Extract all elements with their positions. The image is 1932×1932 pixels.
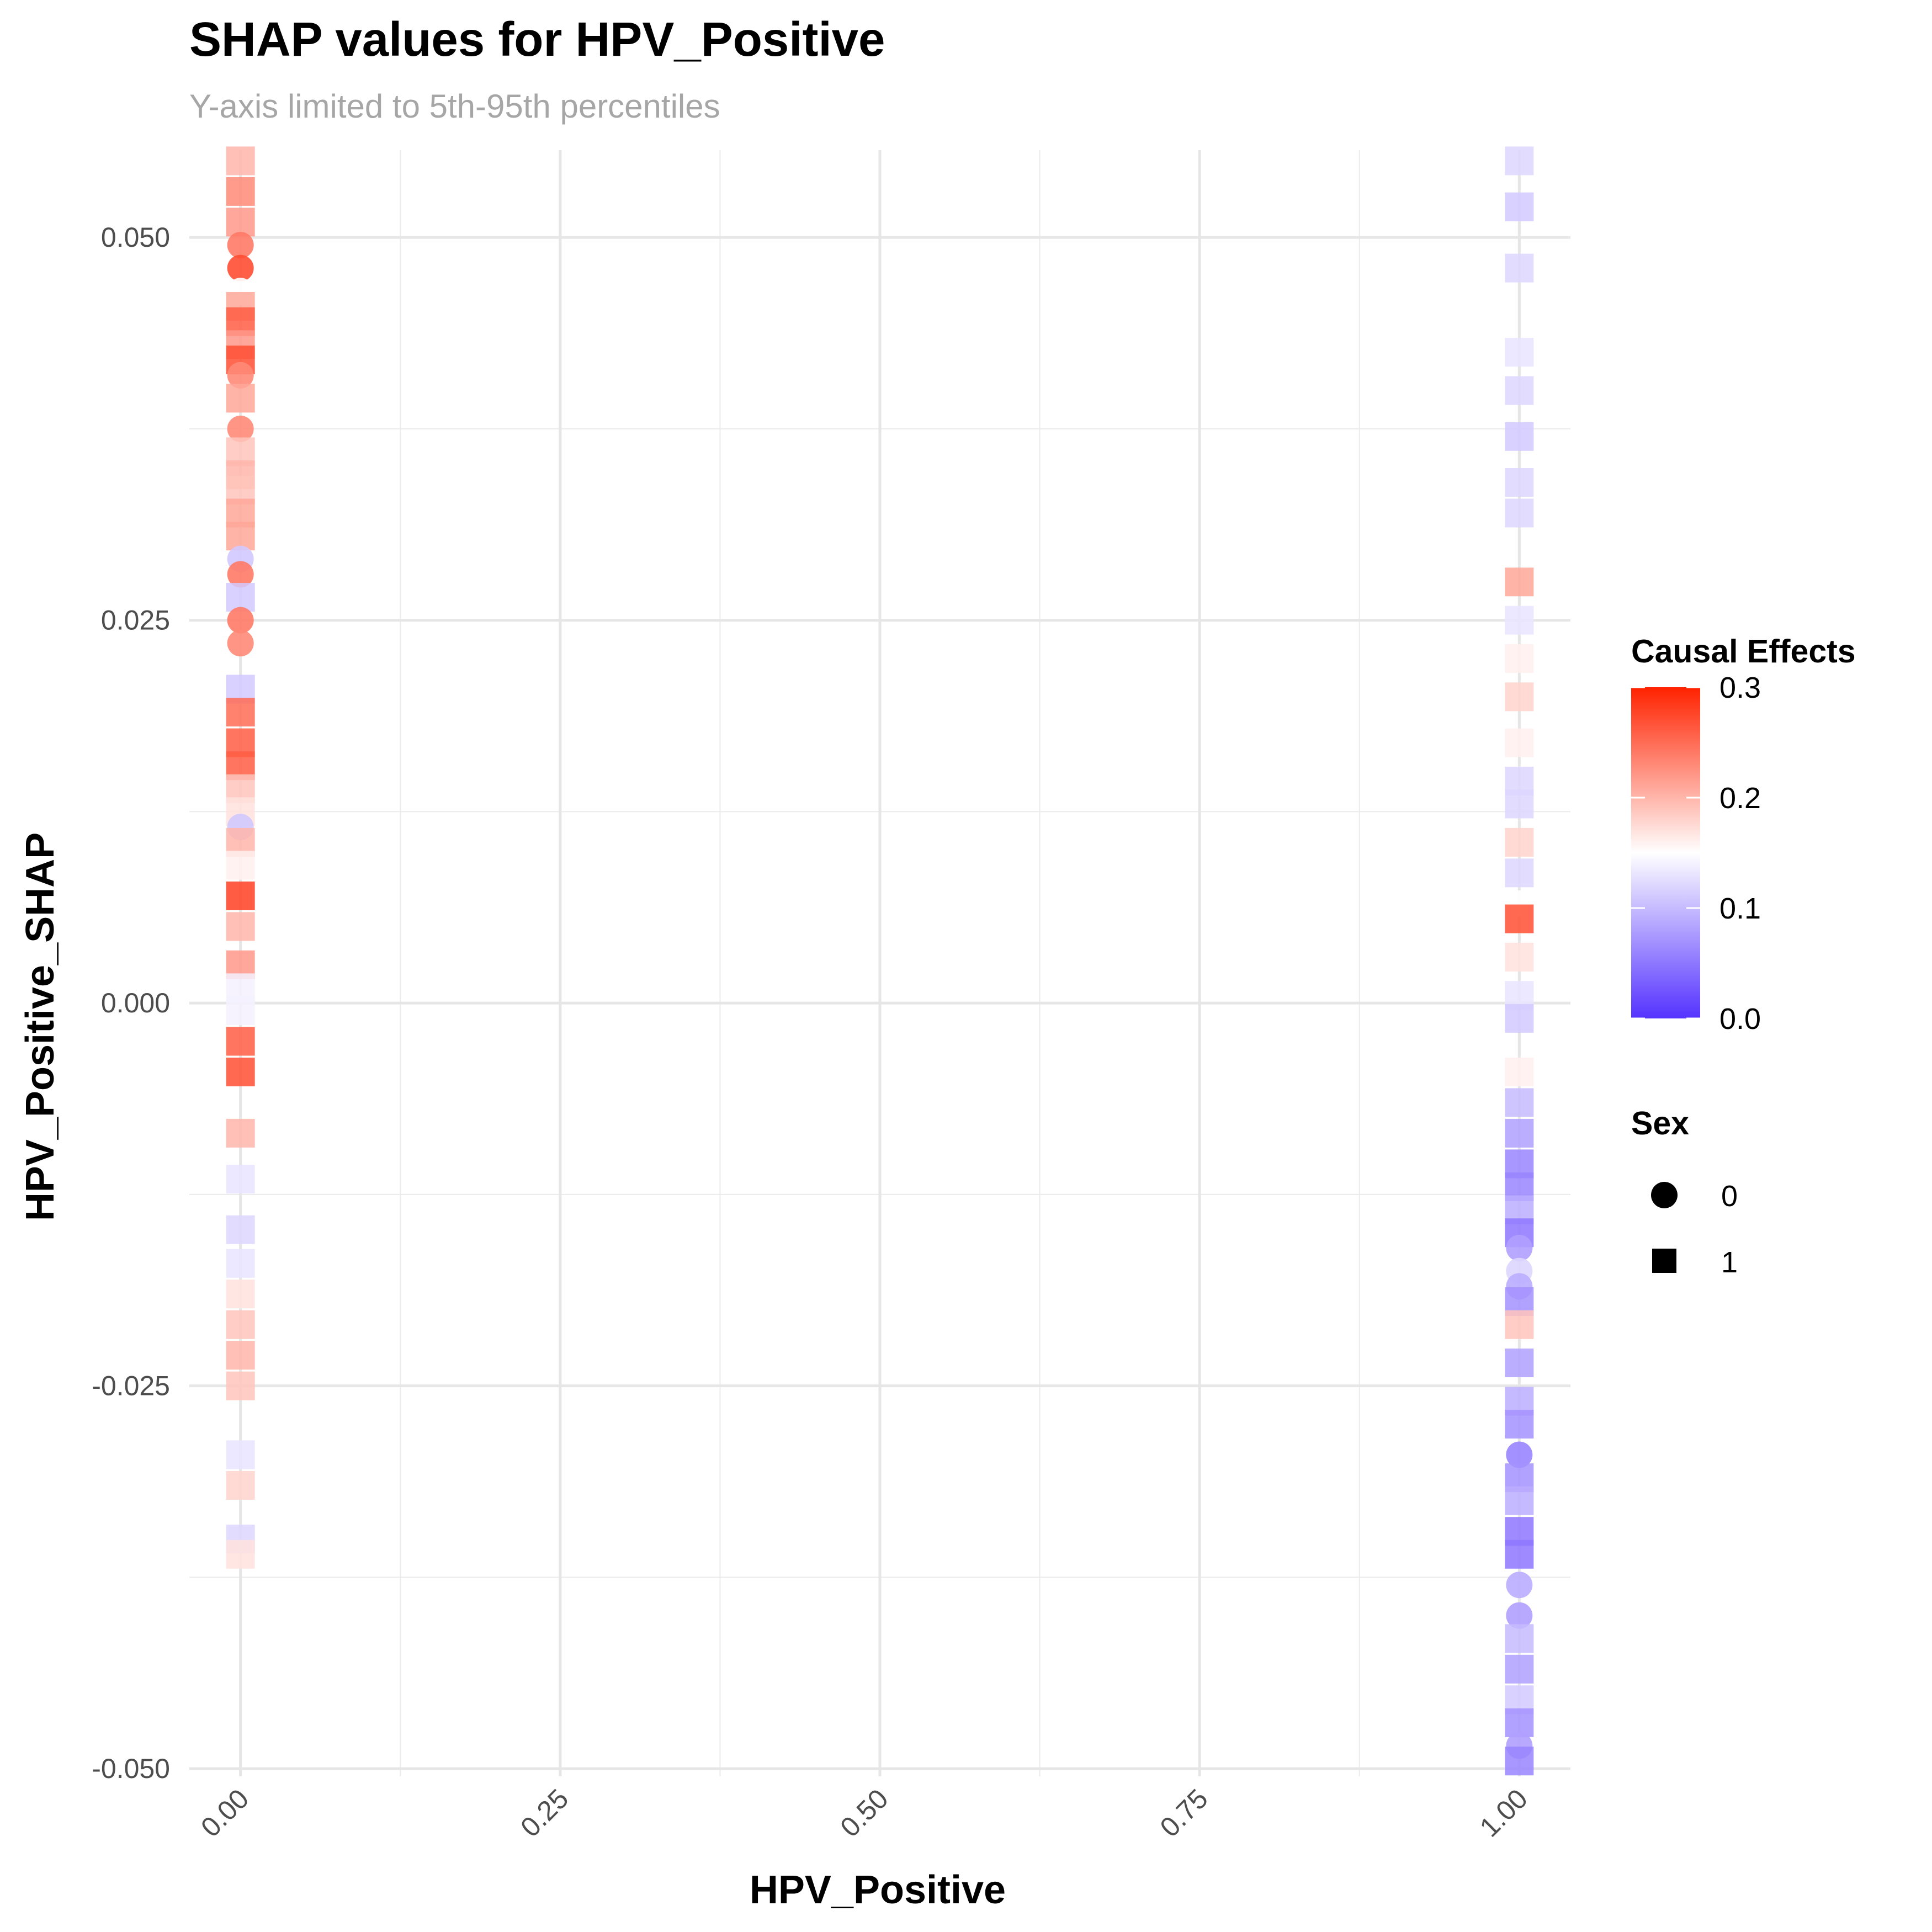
x-tick-label: 0.00 — [195, 1783, 254, 1843]
x-tick-label: 1.00 — [1474, 1783, 1533, 1843]
data-point-square — [226, 522, 255, 551]
data-point-square — [1505, 1088, 1534, 1117]
y-axis-title: HPV_Positive_SHAP — [18, 832, 62, 1221]
data-point-circle — [227, 607, 254, 634]
data-point-square — [1505, 606, 1534, 635]
data-point-square — [1505, 827, 1534, 857]
data-point-square — [226, 1027, 255, 1056]
data-point-square — [1505, 192, 1534, 221]
x-tick-label: 0.50 — [834, 1783, 894, 1843]
data-point-circle — [1506, 1572, 1533, 1599]
data-point-square — [226, 146, 255, 176]
data-point-square — [1505, 376, 1534, 405]
data-point-square — [1505, 942, 1534, 972]
data-point-square — [1505, 1004, 1534, 1033]
data-point-square — [1505, 422, 1534, 451]
y-tick-label: -0.025 — [92, 1371, 170, 1402]
shape-legend-title: Sex — [1631, 1105, 1689, 1142]
data-point-square — [1505, 468, 1534, 497]
data-point-square — [226, 1118, 255, 1148]
data-point-square — [226, 1341, 255, 1370]
data-point-square — [226, 1280, 255, 1309]
colorbar-tick-label: 0.2 — [1719, 782, 1761, 815]
color-legend: Causal Effects 0.0 0.1 0.2 0.3 — [1631, 633, 1856, 1036]
data-point-square — [226, 851, 255, 880]
data-point-square — [1505, 1057, 1534, 1086]
data-point-square — [226, 881, 255, 910]
y-tick-label: 0.000 — [101, 988, 170, 1018]
data-point-square — [226, 1471, 255, 1500]
data-point-square — [1505, 1747, 1534, 1776]
data-point-square — [1505, 789, 1534, 819]
x-tick-label: 0.25 — [514, 1783, 574, 1843]
data-point-square — [1505, 567, 1534, 597]
legend-circle-symbol — [1651, 1182, 1678, 1208]
data-point-square — [226, 1057, 255, 1086]
data-point-square — [1505, 904, 1534, 933]
y-tick-label: -0.050 — [92, 1753, 170, 1784]
data-point-square — [226, 1165, 255, 1194]
color-legend-title: Causal Effects — [1631, 633, 1856, 670]
data-point-square — [226, 1440, 255, 1469]
data-point-square — [226, 912, 255, 941]
data-point-circle — [227, 630, 254, 657]
grid-layer — [189, 150, 1570, 1776]
data-point-square — [226, 1540, 255, 1569]
data-point-square — [226, 583, 255, 612]
colorbar-tick-label: 0.1 — [1719, 892, 1761, 925]
color-legend-bar — [1631, 687, 1700, 1018]
data-point-square — [1505, 644, 1534, 673]
x-axis-title: HPV_Positive — [750, 1868, 1006, 1912]
data-point-square — [1505, 1540, 1534, 1569]
chart-title: SHAP values for HPV_Positive — [189, 13, 885, 66]
shape-legend: Sex 0 1 — [1631, 1105, 1738, 1279]
data-point-circle — [227, 231, 254, 258]
data-point-square — [1505, 728, 1534, 757]
data-point-square — [226, 996, 255, 1025]
colorbar-tick-label: 0.3 — [1719, 671, 1761, 704]
data-point-square — [226, 384, 255, 413]
legend-label-sex-0: 0 — [1721, 1180, 1738, 1213]
y-tick-label: 0.025 — [101, 605, 170, 636]
data-point-square — [226, 177, 255, 206]
data-point-square — [1505, 498, 1534, 528]
data-point-square — [1505, 1409, 1534, 1439]
data-point-square — [1505, 253, 1534, 283]
chart-subtitle: Y-axis limited to 5th-95th percentiles — [189, 88, 720, 125]
legend-square-symbol — [1652, 1249, 1676, 1273]
data-point-square — [1505, 1654, 1534, 1684]
data-point-square — [226, 1371, 255, 1400]
data-point-square — [1505, 146, 1534, 176]
data-point-square — [226, 698, 255, 727]
data-point-square — [1505, 1708, 1534, 1737]
data-point-square — [1505, 1486, 1534, 1515]
data-point-circle — [1506, 1441, 1533, 1468]
data-point-square — [226, 1215, 255, 1244]
colorbar-tick-label: 0.0 — [1719, 1002, 1761, 1036]
data-point-square — [1505, 1118, 1534, 1148]
data-point-square — [226, 1249, 255, 1278]
y-tick-label: 0.050 — [101, 222, 170, 253]
color-legend-ticks: 0.0 0.1 0.2 0.3 — [1631, 671, 1761, 1036]
data-point-square — [1505, 1310, 1534, 1339]
data-point-square — [226, 208, 255, 237]
data-point-circle — [227, 254, 254, 282]
data-point-square — [1505, 858, 1534, 888]
data-point-circle — [227, 362, 254, 389]
data-point-circle — [1506, 1234, 1533, 1261]
legend-label-sex-1: 1 — [1721, 1246, 1738, 1279]
data-point-circle — [227, 561, 254, 588]
points-layer — [226, 146, 1534, 1776]
data-point-circle — [227, 415, 254, 442]
data-point-square — [1505, 1624, 1534, 1653]
data-point-square — [1505, 338, 1534, 367]
x-tick-label: 0.75 — [1154, 1783, 1214, 1843]
axis-layer: -0.050 -0.025 0.000 0.025 0.050 0.00 0.25 0.50 0… — [92, 222, 1533, 1843]
data-point-square — [1505, 682, 1534, 712]
data-point-circle — [1506, 1602, 1533, 1629]
data-point-square — [226, 1310, 255, 1339]
data-point-square — [1505, 1349, 1534, 1378]
